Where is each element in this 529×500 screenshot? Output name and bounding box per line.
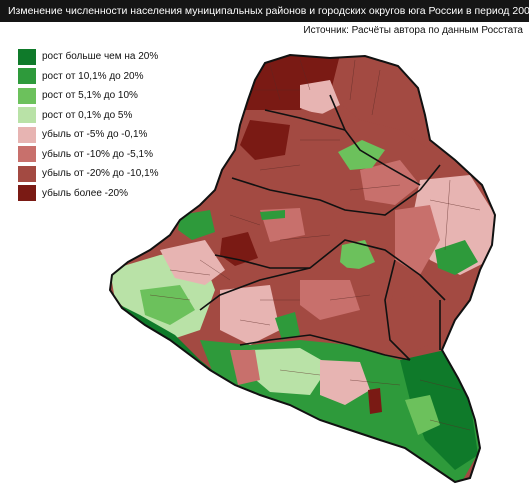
zone-elista-green	[340, 240, 375, 272]
zone-volgograd-green	[338, 140, 385, 170]
zone-west-medium-green	[140, 285, 195, 325]
zone-central-medium	[360, 160, 420, 205]
legend-item: рост от 5,1% до 10%	[18, 86, 218, 106]
legend-swatch-decline-20-plus	[18, 185, 36, 202]
legend-label: убыль от -5% до -0,1%	[42, 129, 148, 141]
zone-stavropol-green	[275, 312, 300, 340]
zone-north-pink	[300, 80, 340, 115]
zone-dagestan-north-red	[385, 295, 440, 355]
zone-azov-green	[178, 210, 215, 240]
legend-item: убыль более -20%	[18, 184, 218, 204]
legend-swatch-growth-5-10	[18, 87, 36, 104]
legend-item: рост от 10,1% до 20%	[18, 67, 218, 87]
figure-title: Изменение численности населения муниципа…	[0, 0, 529, 22]
legend-label: убыль более -20%	[42, 187, 129, 199]
zone-caucasus-red	[230, 350, 260, 385]
legend-label: убыль от -10% до -5,1%	[42, 148, 153, 160]
zone-central-dark	[240, 120, 290, 160]
zone-dagestan-medium	[405, 395, 440, 435]
zone-west-pink	[160, 240, 225, 285]
legend-label: рост от 10,1% до 20%	[42, 70, 144, 82]
zone-caucasus-pink	[320, 360, 370, 405]
legend-item: рост от 0,1% до 5%	[18, 106, 218, 126]
zone-rostov-green	[260, 210, 285, 220]
legend-item: рост больше чем на 20%	[18, 47, 218, 67]
regional-borders	[199, 94, 446, 361]
legend-item: убыль от -20% до -10,1%	[18, 164, 218, 184]
legend-label: рост от 5,1% до 10%	[42, 90, 138, 102]
legend-swatch-growth-0-5	[18, 107, 36, 124]
legend-swatch-growth-20-plus	[18, 48, 36, 65]
zone-astrakhan-green	[435, 240, 478, 275]
legend-swatch-decline-0-5	[18, 126, 36, 143]
region-border	[108, 53, 497, 484]
map-legend: рост больше чем на 20% рост от 10,1% до …	[18, 47, 218, 203]
legend-label: рост больше чем на 20%	[42, 51, 159, 63]
municipal-borders	[149, 59, 481, 431]
legend-label: убыль от -20% до -10,1%	[42, 168, 159, 180]
zone-chechnya-dark	[368, 388, 382, 414]
source-note: Источник: Расчёты автора по данным Росст…	[303, 25, 523, 36]
zone-east-medium	[395, 205, 440, 275]
legend-swatch-decline-10-20	[18, 165, 36, 182]
legend-item: убыль от -10% до -5,1%	[18, 145, 218, 165]
legend-swatch-growth-10-20	[18, 68, 36, 85]
legend-swatch-decline-5-10	[18, 146, 36, 163]
legend-label: рост от 0,1% до 5%	[42, 109, 133, 121]
legend-item: убыль от -5% до -0,1%	[18, 125, 218, 145]
zone-north-east-red	[330, 55, 425, 130]
